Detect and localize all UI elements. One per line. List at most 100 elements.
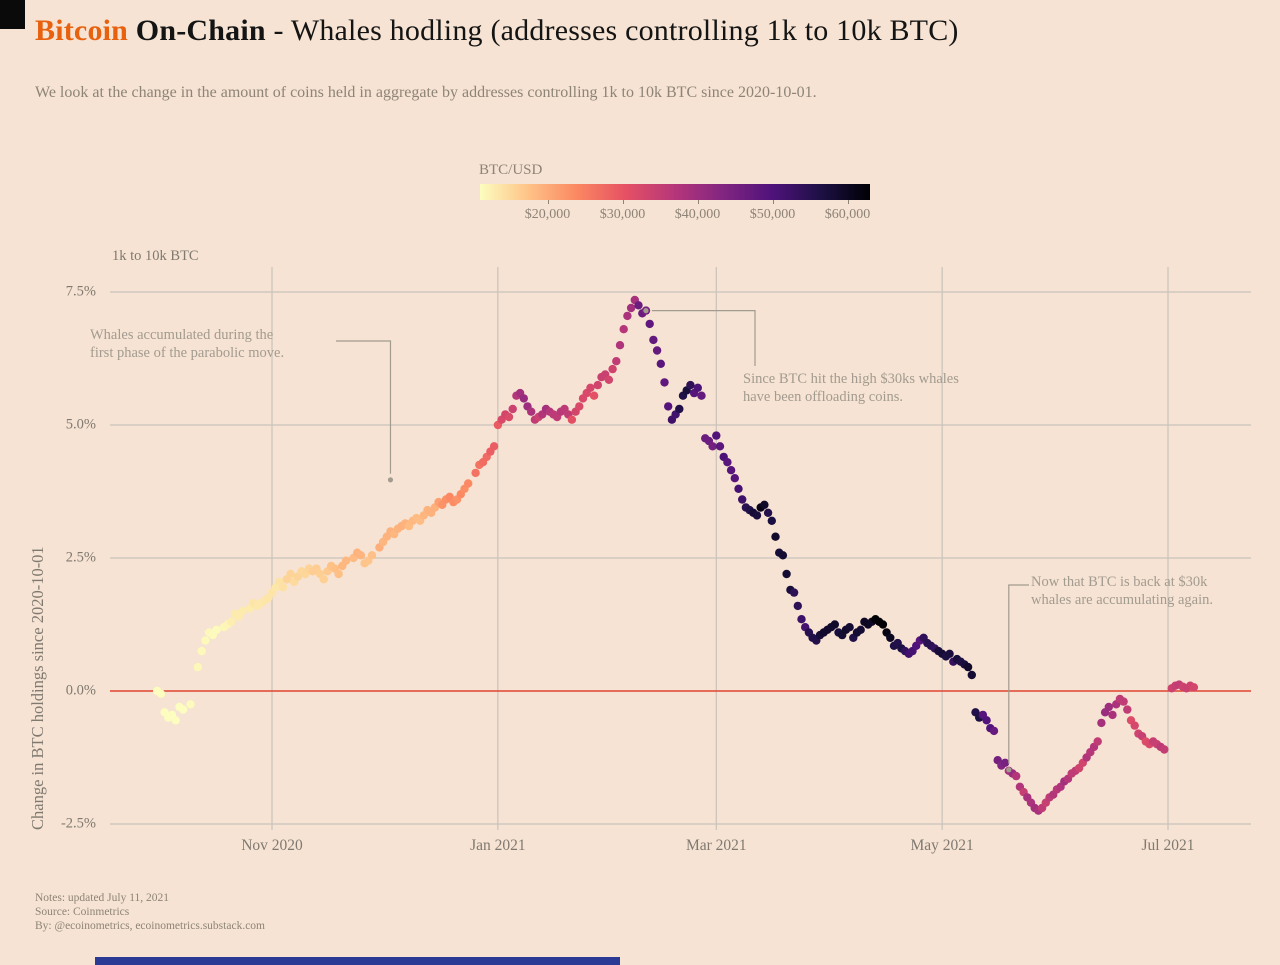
- data-point: [471, 468, 480, 478]
- data-point: [527, 407, 536, 416]
- title-accent: Bitcoin: [35, 14, 129, 47]
- colorbar-label: BTC/USD: [479, 162, 543, 178]
- colorbar: $20,000 $30,000 $40,000 $50,000 $60,000: [480, 184, 870, 222]
- annotation-dot: [643, 308, 649, 314]
- data-point: [504, 412, 514, 422]
- data-point: [686, 380, 695, 390]
- data-point: [319, 575, 328, 584]
- data-point: [238, 607, 247, 616]
- annotation-line: whales are accumulating again.: [1031, 592, 1213, 608]
- colorbar-gradient: [480, 184, 870, 200]
- data-point: [1104, 702, 1114, 712]
- page-title: Bitcoin On-Chain - Whales hodling (addre…: [35, 14, 959, 48]
- data-point: [723, 458, 732, 467]
- data-point: [626, 303, 636, 313]
- data-point: [367, 551, 377, 560]
- data-point: [645, 319, 654, 329]
- data-point: [178, 705, 188, 714]
- data-point: [1000, 758, 1010, 767]
- data-point: [989, 726, 999, 736]
- data-point: [608, 364, 617, 374]
- data-point: [856, 625, 865, 634]
- data-point: [567, 415, 577, 424]
- data-point: [212, 625, 221, 634]
- data-point: [1108, 710, 1117, 720]
- annotation-connector: [1008, 584, 1029, 764]
- data-point: [508, 404, 517, 414]
- data-point: [1130, 721, 1139, 730]
- data-point: [660, 378, 669, 387]
- data-point: [1123, 705, 1132, 714]
- data-point: [730, 474, 739, 483]
- x-axis-tick-label: Jan 2021: [470, 837, 526, 854]
- data-point: [771, 532, 780, 541]
- x-axis-tick-label: May 2021: [910, 837, 974, 854]
- data-point: [767, 516, 776, 525]
- data-point: [278, 583, 288, 592]
- y-axis-tick-label: 7.5%: [65, 283, 96, 300]
- data-point: [575, 402, 584, 411]
- data-point: [171, 716, 180, 725]
- data-point: [789, 588, 799, 597]
- annotation-dot: [387, 477, 394, 483]
- colorbar-tick-label: $40,000: [674, 207, 721, 222]
- data-point: [186, 700, 195, 709]
- data-point: [649, 335, 658, 345]
- data-point: [341, 556, 351, 565]
- data-point: [697, 391, 706, 400]
- annotation-connector: [336, 340, 392, 474]
- series-label: 1k to 10k BTC: [112, 248, 199, 264]
- data-point: [982, 716, 991, 725]
- y-axis-tick-label: 2.5%: [65, 549, 96, 566]
- footer-brand-bar: [95, 957, 620, 965]
- data-point: [334, 569, 343, 579]
- data-point: [760, 500, 769, 509]
- data-point: [489, 442, 499, 451]
- data-point: [782, 569, 791, 579]
- data-point: [734, 484, 743, 493]
- x-axis-tick-label: Jul 2021: [1141, 837, 1195, 854]
- data-point: [967, 670, 976, 680]
- data-point: [197, 646, 206, 656]
- data-point: [634, 301, 643, 310]
- data-point: [664, 402, 673, 411]
- colorbar-tick-label: $20,000: [524, 207, 571, 222]
- colorbar-tick-mark: [847, 200, 849, 204]
- data-point: [752, 511, 762, 520]
- data-point: [945, 649, 954, 658]
- annotation-line: have been offloading coins.: [743, 389, 903, 405]
- colorbar-tick-label: $30,000: [599, 207, 646, 222]
- data-point: [193, 662, 203, 672]
- data-point: [738, 495, 747, 504]
- colorbar-tick-label: $60,000: [824, 207, 871, 222]
- data-point: [886, 633, 895, 642]
- colorbar-tick-mark: [697, 200, 699, 204]
- data-point: [615, 341, 625, 350]
- chart-subtitle: We look at the change in the amount of c…: [35, 84, 817, 101]
- data-point: [708, 442, 717, 451]
- annotation-connector: [651, 310, 756, 366]
- data-point: [778, 551, 788, 560]
- data-point: [464, 479, 473, 488]
- data-point: [845, 623, 854, 632]
- data-point: [286, 569, 295, 579]
- data-point: [612, 357, 621, 366]
- data-point: [519, 394, 528, 403]
- data-point: [156, 689, 166, 698]
- data-point: [1097, 718, 1106, 728]
- colorbar-tick-label: $50,000: [749, 207, 796, 222]
- footer-note-source: Source: Coinmetrics: [35, 906, 130, 918]
- annotation-line: Whales accumulated during the: [90, 327, 274, 343]
- data-point: [1189, 683, 1199, 692]
- data-point: [1160, 745, 1169, 754]
- y-axis-tick-label: -2.5%: [60, 815, 96, 832]
- data-point: [963, 662, 973, 672]
- data-point: [726, 466, 736, 475]
- annotation-dot: [1006, 767, 1012, 773]
- x-axis-tick-label: Mar 2021: [685, 837, 747, 854]
- data-point: [675, 404, 684, 414]
- data-point: [623, 311, 632, 321]
- annotation-accumulation-phase1: Whales accumulated during the first phas…: [90, 326, 284, 362]
